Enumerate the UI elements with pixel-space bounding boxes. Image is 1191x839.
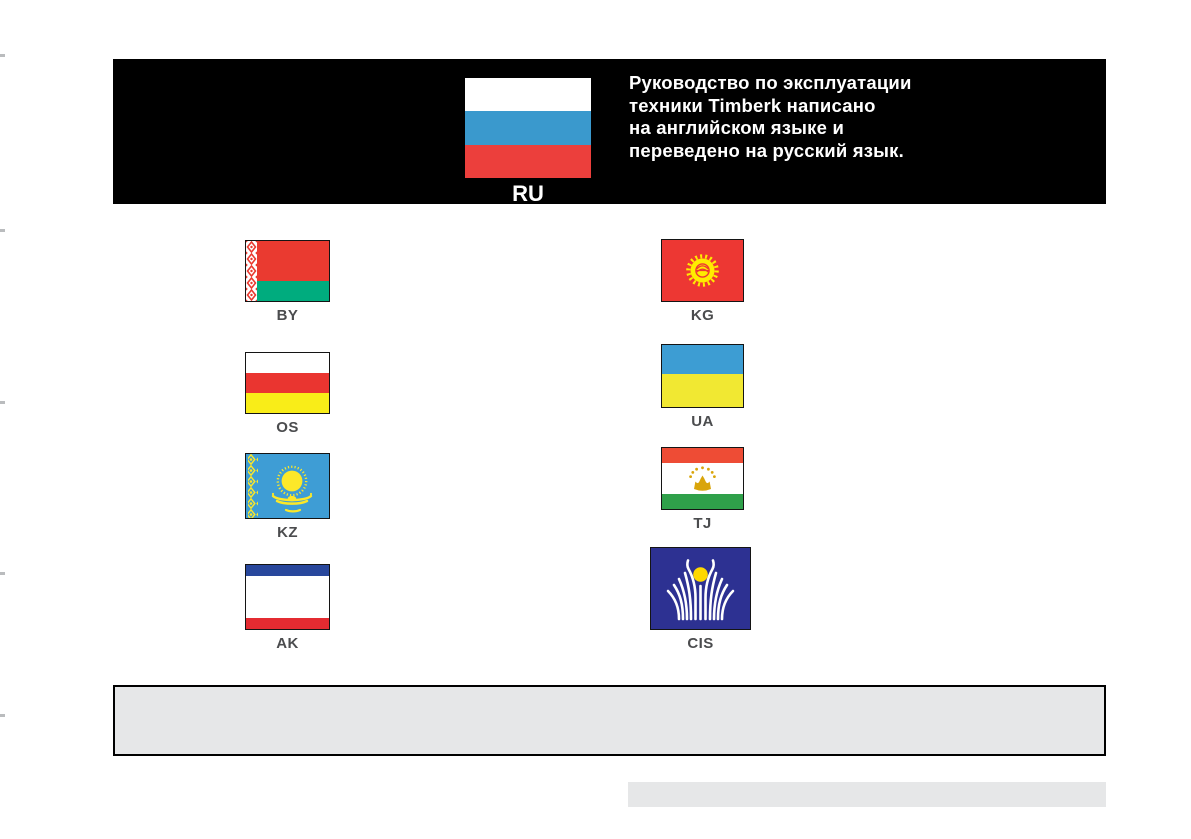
crop-mark — [0, 401, 5, 404]
empty-notes-box — [113, 685, 1106, 756]
flag-code-kg: KG — [690, 307, 715, 324]
empty-footer-bar — [628, 782, 1106, 807]
header-note-line: Руководство по эксплуатации — [629, 72, 912, 93]
tajikistan-flag-image — [662, 448, 743, 509]
crop-mark — [0, 54, 5, 57]
crimea-red-stripe — [246, 618, 329, 629]
kyrgyzstan-flag — [661, 239, 744, 302]
header-note-line: переведено на русский язык. — [629, 139, 904, 161]
tajikistan-flag — [661, 447, 744, 510]
flag-code-cis: CIS — [687, 635, 714, 652]
cis-flag — [650, 547, 751, 630]
crop-mark — [0, 229, 5, 232]
kazakhstan-flag-image — [246, 454, 329, 518]
flag-item-os: OS — [245, 352, 330, 436]
ukraine-blue-stripe — [662, 345, 743, 375]
belarus-flag-image — [246, 241, 329, 301]
flag-item-cis: CIS — [650, 547, 751, 652]
flag-item-tj: TJ — [661, 447, 744, 532]
flag-item-kz: KZ — [245, 453, 330, 541]
crimea-flag — [245, 564, 330, 630]
header-note-line: техники Timberk написано — [629, 94, 876, 116]
russia-flag-red-stripe — [465, 144, 591, 178]
ossetia-yellow-stripe — [246, 393, 329, 413]
header-note: Руководство по эксплуатации техники Timb… — [629, 72, 912, 162]
ossetia-white-stripe — [246, 353, 329, 373]
south-ossetia-flag — [245, 352, 330, 414]
header-note-line: на английском языке и — [629, 117, 845, 138]
crimea-white-stripe — [246, 576, 329, 618]
ukraine-yellow-stripe — [662, 374, 743, 407]
flag-code-ak: AK — [276, 635, 299, 652]
header-banner: RU Руководство по эксплуатации техники T… — [113, 59, 1106, 206]
russia-flag-blue-stripe — [465, 111, 591, 145]
flag-item-by: BY — [245, 240, 330, 324]
russia-flag — [465, 78, 591, 178]
flag-item-ak: AK — [245, 564, 330, 652]
flag-code-tj: TJ — [693, 515, 712, 532]
ossetia-red-stripe — [246, 372, 329, 393]
kyrgyzstan-flag-image — [662, 240, 743, 301]
crimea-blue-stripe — [246, 565, 329, 576]
flag-code-by: BY — [276, 307, 299, 324]
russia-flag-code: RU — [512, 181, 544, 206]
flag-code-os: OS — [276, 419, 299, 436]
flag-code-kz: KZ — [277, 524, 298, 541]
ukraine-flag — [661, 344, 744, 408]
kazakhstan-flag — [245, 453, 330, 519]
russia-flag-white-stripe — [465, 78, 591, 112]
flag-code-ua: UA — [691, 413, 714, 430]
belarus-flag — [245, 240, 330, 302]
crop-mark — [0, 714, 5, 717]
flag-item-kg: KG — [661, 239, 744, 324]
cis-flag-image — [651, 548, 750, 629]
crop-mark — [0, 572, 5, 575]
flag-item-ua: UA — [661, 344, 744, 430]
